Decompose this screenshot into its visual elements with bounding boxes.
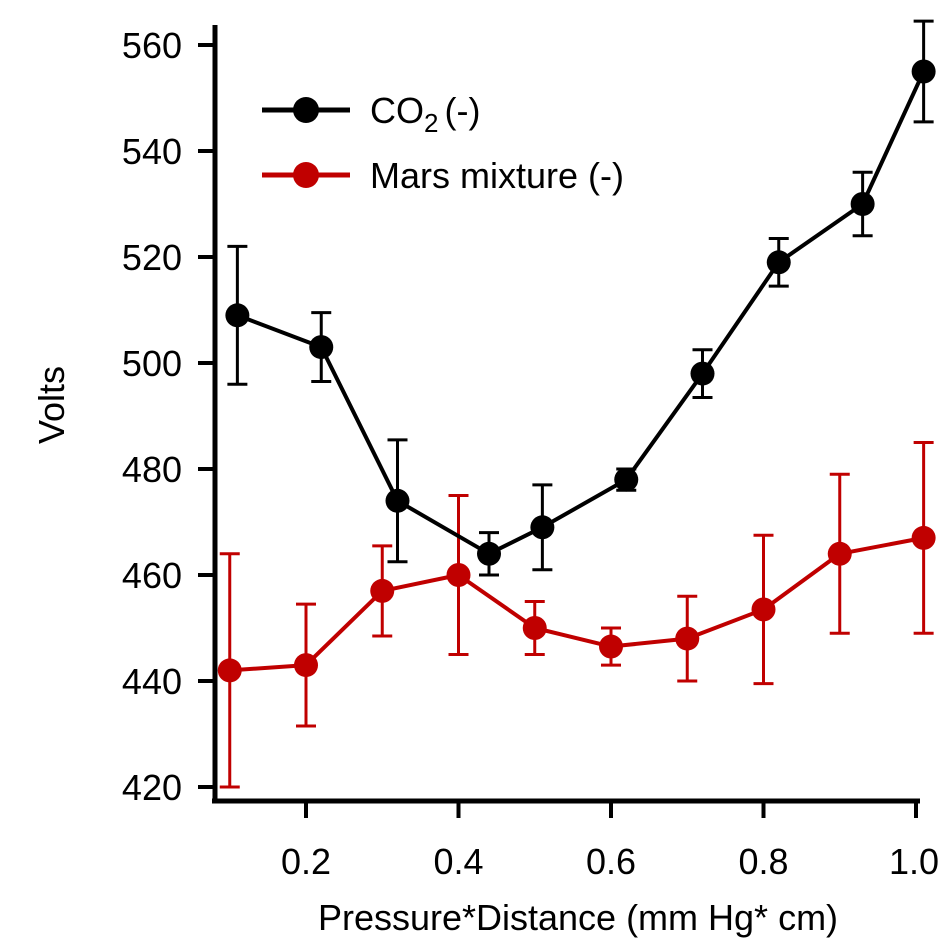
legend-label-subscript: 2: [424, 108, 438, 138]
data-point: [675, 626, 700, 651]
series-mars-mixture: [217, 441, 936, 789]
axes: [212, 25, 920, 804]
x-tick-label: 0.2: [281, 841, 331, 882]
data-point: [385, 488, 410, 513]
legend-label: CO2 (-): [370, 90, 480, 138]
x-tick-label: 0.6: [586, 841, 636, 882]
x-tick-label: 0.8: [738, 841, 788, 882]
data-point: [751, 597, 776, 622]
y-tick-label: 520: [122, 237, 182, 278]
data-point: [370, 578, 395, 603]
legend-marker: [293, 97, 319, 123]
data-point: [599, 634, 623, 659]
x-tick-label: 0.4: [433, 841, 483, 882]
legend-item-mars-mixture: Mars mixture (-): [262, 155, 624, 196]
series-line: [229, 535, 924, 673]
y-tick-label: 480: [122, 449, 182, 490]
data-point: [827, 541, 852, 566]
x-axis-ticks: 0.2 0.4 0.6 0.8 1.0: [281, 801, 939, 882]
legend-item-co2: CO2 (-): [262, 90, 480, 138]
legend-label-base: CO: [370, 90, 424, 131]
data-point: [614, 467, 639, 492]
legend-marker: [293, 162, 319, 188]
data-point: [530, 515, 555, 540]
data-point: [309, 335, 334, 360]
y-tick-label: 560: [122, 25, 182, 66]
data-point: [522, 616, 547, 640]
data-point: [477, 541, 501, 566]
legend-label-suffix: (-): [444, 90, 480, 131]
data-point: [294, 653, 318, 678]
y-axis-ticks: 420 440 460 480 500 520 540 560: [122, 25, 215, 808]
series-co2: [225, 19, 936, 577]
data-point: [850, 192, 875, 216]
x-tick-label: 1.0: [889, 841, 939, 882]
y-tick-label: 500: [122, 343, 182, 384]
data-point: [225, 303, 250, 328]
y-tick-label: 440: [122, 661, 182, 702]
series-line: [236, 70, 926, 556]
legend-label: Mars mixture (-): [370, 155, 624, 196]
x-axis-title: Pressure*Distance (mm Hg* cm): [318, 897, 838, 938]
legend: CO2 (-) Mars mixture (-): [262, 90, 624, 196]
y-tick-label: 540: [122, 131, 182, 172]
data-point: [690, 361, 715, 386]
data-point: [911, 59, 936, 84]
data-point: [446, 563, 471, 587]
y-tick-label: 460: [122, 555, 182, 596]
data-point: [217, 658, 242, 683]
y-tick-label: 420: [122, 767, 182, 808]
data-point: [911, 525, 936, 550]
plot-area: [217, 19, 936, 789]
y-axis-title: Volts: [31, 366, 72, 444]
data-point: [766, 250, 791, 275]
